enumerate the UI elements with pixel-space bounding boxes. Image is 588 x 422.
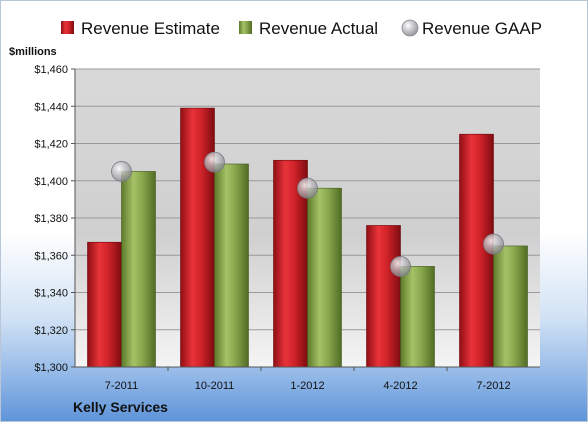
x-tick-label: 7-2011 xyxy=(105,380,138,392)
legend-label-gaap: Revenue GAAP xyxy=(422,19,542,38)
y-tick-label: $1,420 xyxy=(34,139,68,151)
company-name: Kelly Services xyxy=(73,399,168,415)
bar-revenue-estimate xyxy=(366,225,401,368)
gaap-marker xyxy=(111,161,132,182)
bar-revenue-actual xyxy=(214,163,249,368)
legend-swatch-gaap xyxy=(401,19,419,37)
bar-revenue-estimate xyxy=(87,241,122,368)
legend-swatch-estimate xyxy=(61,21,74,34)
bar-revenue-actual xyxy=(400,266,435,368)
legend-swatch-actual xyxy=(239,21,252,34)
gaap-marker xyxy=(390,256,411,277)
y-tick-label: $1,440 xyxy=(34,101,68,113)
bar-revenue-actual xyxy=(121,171,156,368)
x-tick-label: 10-2011 xyxy=(195,380,235,392)
chart-legend: Revenue Estimate Revenue Actual Revenue … xyxy=(61,19,542,38)
gaap-markers xyxy=(111,151,504,277)
bar-revenue-actual xyxy=(307,187,342,368)
x-tick-label: 7-2012 xyxy=(476,380,510,392)
bar-revenue-actual xyxy=(493,245,528,368)
gaap-marker xyxy=(204,151,225,173)
y-tick-label: $1,320 xyxy=(34,325,68,337)
y-tick-label: $1,380 xyxy=(34,213,68,225)
x-tick-label: 1-2012 xyxy=(290,380,324,392)
y-axis-label: $millions xyxy=(9,46,57,58)
y-tick-label: $1,400 xyxy=(34,176,68,188)
y-tick-label: $1,460 xyxy=(34,64,68,76)
gaap-marker xyxy=(483,233,504,255)
y-tick-label: $1,300 xyxy=(34,362,68,374)
gaap-marker xyxy=(297,177,318,199)
bars xyxy=(87,107,528,368)
legend-label-estimate: Revenue Estimate xyxy=(81,19,220,38)
x-tick-label: 4-2012 xyxy=(383,380,417,392)
legend-label-actual: Revenue Actual xyxy=(259,19,378,38)
y-tick-label: $1,340 xyxy=(34,288,68,300)
y-tick-label: $1,360 xyxy=(34,250,68,262)
x-axis-ticks: 7-2011 10-2011 1-2012 4-2012 7-2012 xyxy=(105,367,511,392)
bar-revenue-estimate xyxy=(180,107,215,368)
y-axis-ticks: $1,300 $1,320 $1,340 $1,360 $1,380 $1,400 $1,4… xyxy=(34,64,75,374)
